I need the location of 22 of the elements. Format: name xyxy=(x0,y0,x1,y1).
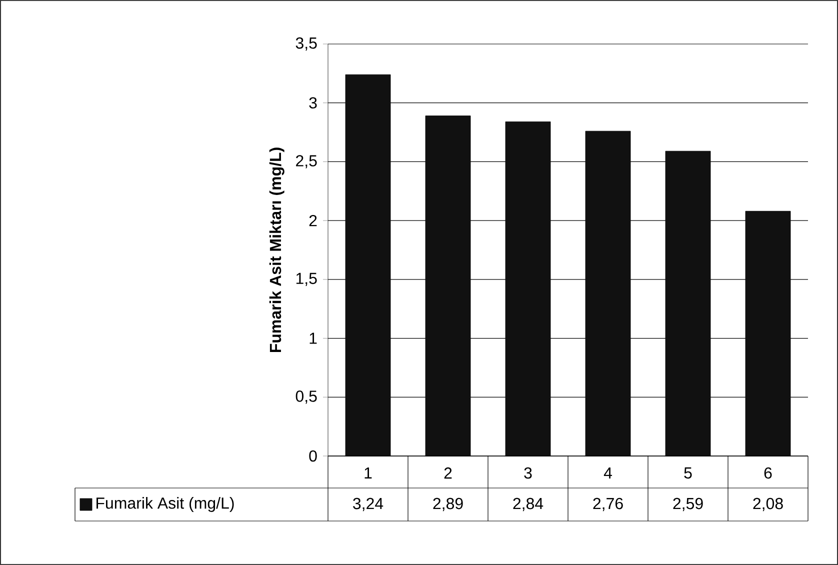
y-axis-title: Fumarik Asit Miktarı (mg/L) xyxy=(269,148,284,352)
y-tick-label: 0,5 xyxy=(296,390,317,404)
x-tick-label: 5 xyxy=(684,467,692,479)
text: 2,76 xyxy=(593,498,623,512)
x-tick-label: 4 xyxy=(604,467,612,479)
text: 2,59 xyxy=(673,498,703,512)
text: 2,08 xyxy=(753,498,783,512)
y-tick-label: 1,5 xyxy=(296,272,317,286)
y-tick-label: 2,5 xyxy=(296,155,317,168)
y-tick-label: 0 xyxy=(309,450,317,462)
y-tick-label: 3,5 xyxy=(296,37,317,51)
legend-label: Fumarik Asit (mg/L) xyxy=(96,497,234,512)
y-tick-label: 2 xyxy=(309,214,317,226)
x-tick-label: 6 xyxy=(764,467,772,479)
text: 2,89 xyxy=(433,498,463,512)
text: 2,84 xyxy=(513,498,544,512)
y-tick-label: 3 xyxy=(309,97,317,109)
x-tick-label: 3 xyxy=(524,467,532,479)
y-tick-label: 1 xyxy=(310,332,317,344)
x-tick-label: 1 xyxy=(364,467,372,479)
x-tick-label: 2 xyxy=(444,467,452,479)
text: 3,24 xyxy=(353,498,384,512)
